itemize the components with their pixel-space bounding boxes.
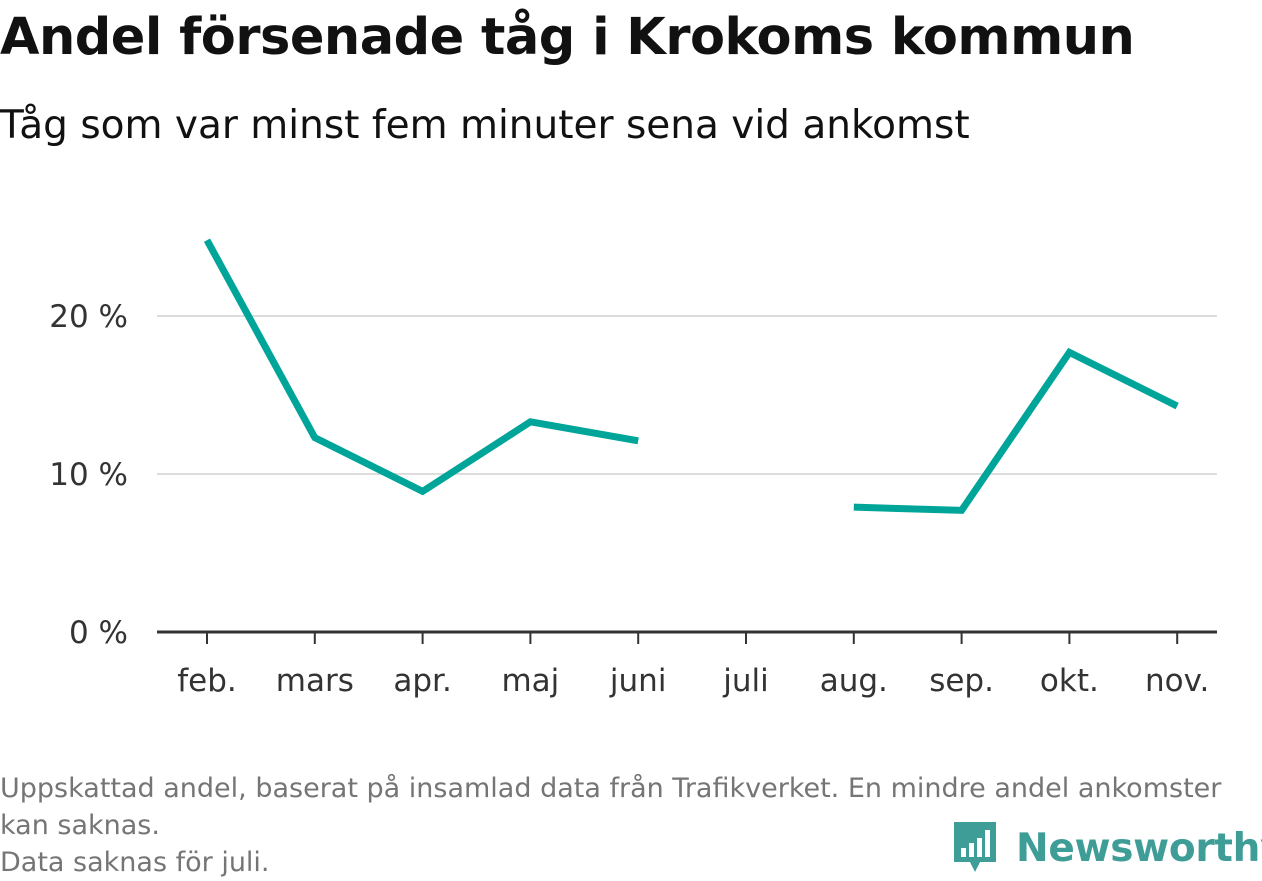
newsworthy-logo: Newsworthy [950, 818, 1262, 878]
x-tick-label: juli [722, 663, 769, 699]
series-line-segment [203, 238, 639, 496]
x-tick-label: nov. [1145, 663, 1209, 699]
y-tick-label: 0 % [69, 615, 128, 651]
chart-title: Andel försenade tåg i Krokoms kommun [0, 8, 1135, 67]
y-tick-label: 10 % [49, 457, 128, 493]
x-tick-label: mars [276, 663, 354, 699]
x-tick-label: maj [501, 663, 559, 699]
source-note-line2: Data saknas för juli. [0, 847, 270, 878]
x-tick-label: sep. [929, 663, 994, 699]
x-axis-ticks: feb. mars apr. maj juni juli aug. sep. okt. nov. [177, 632, 1209, 699]
series-line-segment [853, 347, 1179, 514]
newsworthy-bar-icon [954, 822, 996, 872]
x-tick-label: okt. [1040, 663, 1099, 699]
source-note: Uppskattad andel, baserat på insamlad da… [0, 770, 1250, 881]
x-tick-label: feb. [177, 663, 237, 699]
chart-subtitle: Tåg som var minst fem minuter sena vid a… [0, 103, 970, 148]
x-tick-label: aug. [820, 663, 888, 699]
gridlines [157, 315, 1217, 475]
y-tick-label: 20 % [49, 299, 128, 335]
logo-text: Newsworthy [1016, 825, 1262, 871]
x-tick-label: apr. [393, 663, 451, 699]
x-tick-label: juni [609, 663, 667, 699]
source-note-line1: Uppskattad andel, baserat på insamlad da… [0, 773, 1222, 841]
series-lines [203, 238, 1179, 514]
y-axis-ticks: 0 % 10 % 20 % [49, 299, 128, 651]
